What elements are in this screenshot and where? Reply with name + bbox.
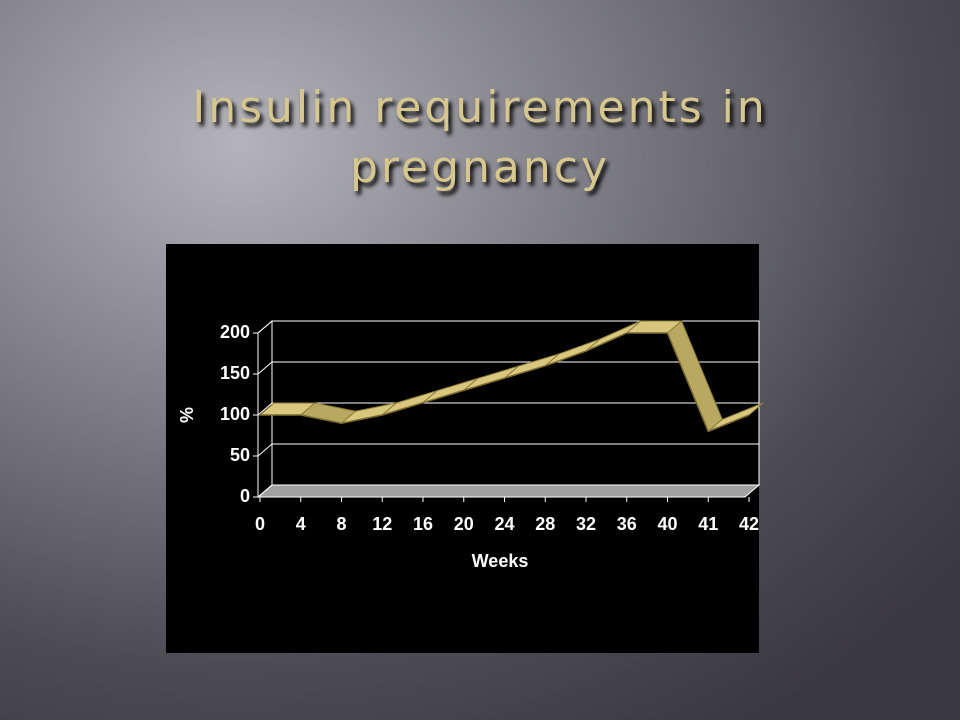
x-axis-label: Weeks — [472, 551, 529, 571]
grid-depth — [257, 443, 273, 457]
x-tick-label: 0 — [255, 514, 265, 534]
chart-background — [166, 244, 759, 653]
x-tick-label: 28 — [535, 514, 555, 534]
slide-title: Insulin requirements in pregnancy — [192, 82, 768, 193]
grid-depth — [257, 320, 273, 334]
y-tick-label: 50 — [230, 445, 250, 465]
x-tick-label: 20 — [454, 514, 474, 534]
x-tick-label: 24 — [494, 514, 514, 534]
x-tick-label: 41 — [698, 514, 718, 534]
grid-depth — [257, 402, 273, 416]
x-tick-label: 8 — [336, 514, 346, 534]
y-tick-label: 150 — [220, 363, 250, 383]
x-tick-label: 36 — [617, 514, 637, 534]
y-axis-label: % — [177, 407, 197, 423]
x-tick-label: 16 — [413, 514, 433, 534]
grid-depth — [257, 484, 273, 498]
grid-depth — [257, 361, 273, 375]
x-tick-label: 32 — [576, 514, 596, 534]
x-tick-label: 40 — [657, 514, 677, 534]
y-tick-label: 0 — [240, 486, 250, 506]
x-tick-label: 12 — [372, 514, 392, 534]
floor — [256, 484, 761, 498]
y-tick-label: 200 — [220, 322, 250, 342]
x-tick-label: 42 — [739, 514, 759, 534]
y-tick-label: 100 — [220, 404, 250, 424]
line — [260, 332, 750, 433]
x-tick-label: 4 — [296, 514, 306, 534]
